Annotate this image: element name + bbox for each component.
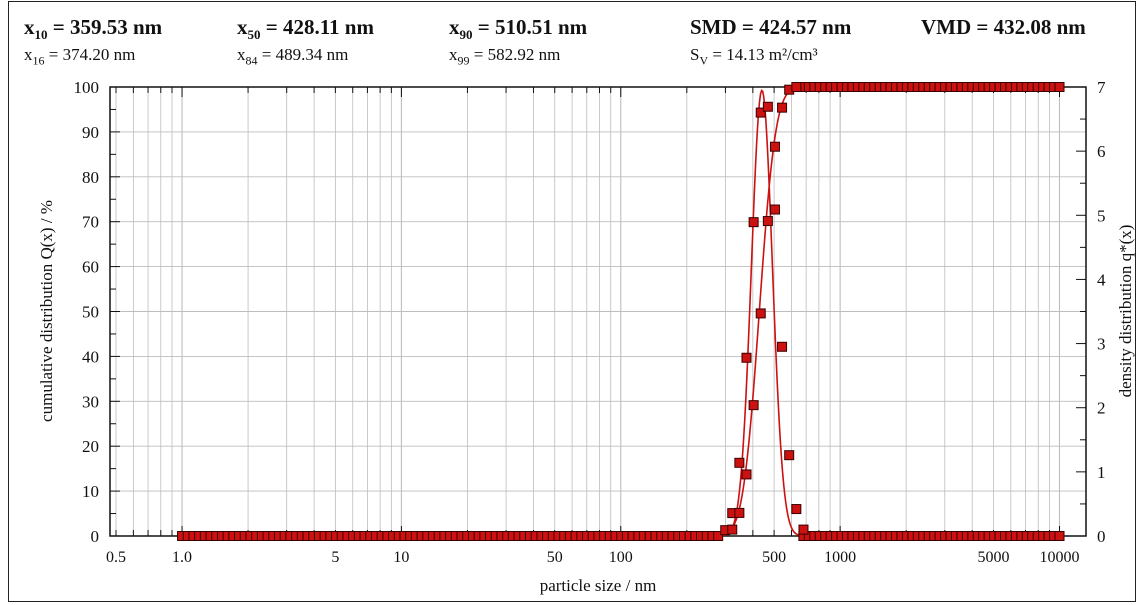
stat-x99: x99 = 582.92 nm: [449, 45, 561, 68]
density-point: [748, 400, 759, 411]
y-right-tick-label: 1: [1097, 463, 1106, 482]
stat-x10: x10 = 359.53 nm: [24, 15, 163, 43]
x-tick-label: 5: [331, 549, 339, 566]
cumulative-point: [748, 217, 759, 228]
y-right-tick-label: 2: [1097, 399, 1106, 418]
cumulative-point: [755, 107, 766, 118]
y-axis-label-right: density distribution q*(x): [1116, 225, 1135, 398]
y-right-tick-label: 5: [1097, 206, 1106, 225]
stat-x50: x50 = 428.11 nm: [237, 15, 374, 43]
y-right-tick-label: 0: [1097, 527, 1106, 546]
cumulative-point: [791, 82, 802, 92]
figure-frame: [8, 1, 1136, 602]
y-left-tick-label: 80: [82, 168, 99, 187]
x-tick-label: 1000: [824, 549, 856, 566]
stat-vmd: VMD = 432.08 nm: [921, 15, 1086, 39]
x-tick-label: 0.5: [106, 549, 126, 566]
grid-layer: [110, 87, 1086, 536]
y-right-tick-label: 6: [1097, 142, 1106, 161]
density-point: [727, 524, 738, 535]
stat-smd: SMD = 424.57 nm: [690, 15, 852, 39]
stat-x90: x90 = 510.51 nm: [449, 15, 588, 43]
density-point: [777, 341, 788, 352]
density-point: [784, 450, 795, 461]
y-left-tick-label: 100: [74, 78, 100, 97]
y-right-tick-label: 3: [1097, 335, 1106, 354]
y-right-tick-label: 7: [1097, 78, 1106, 97]
stat-x84: x84 = 489.34 nm: [237, 45, 349, 68]
density-point: [755, 308, 766, 319]
density-point: [798, 524, 809, 535]
y-left-tick-label: 70: [82, 213, 99, 232]
cumulative-plateau-marker: [1054, 82, 1065, 92]
baseline-marker: [713, 531, 724, 541]
y-left-tick-label: 20: [82, 437, 99, 456]
y-right-tick-labels: 0 1 2 3 4 5 6 7: [1097, 78, 1106, 546]
y-left-tick-label: 60: [82, 258, 99, 277]
x-tick-label: 500: [762, 549, 786, 566]
stat-x16: x16 = 374.20 nm: [24, 45, 136, 68]
x-tick-label: 5000: [977, 549, 1009, 566]
y-left-tick-label: 50: [82, 303, 99, 322]
y-left-tick-label: 10: [82, 482, 99, 501]
x-tick-label: 10: [393, 549, 409, 566]
density-point: [741, 469, 752, 480]
y-left-tick-label: 0: [91, 527, 100, 546]
y-left-tick-labels: 0 10 20 30 40 50 60 70 80 90 100: [74, 78, 100, 546]
density-point: [734, 507, 745, 518]
cumulative-point: [777, 102, 788, 113]
x-axis-label: particle size / nm: [540, 576, 657, 595]
y-left-tick-label: 40: [82, 347, 99, 366]
x-tick-label: 1.0: [172, 549, 192, 566]
y-axis-label-left: cumulative distribution Q(x) / %: [37, 200, 56, 422]
series-layer: [177, 82, 1065, 541]
density-baseline-marker: [1054, 531, 1065, 541]
density-point: [791, 504, 802, 515]
x-tick-labels: 0.5 1.0 5 10 50 100 500 1000 5000 10000: [106, 549, 1080, 566]
x-tick-label: 10000: [1040, 549, 1080, 566]
y-left-tick-label: 90: [82, 123, 99, 142]
x-tick-label: 50: [547, 549, 563, 566]
x-tick-label: 100: [609, 549, 633, 566]
cumulative-point: [762, 101, 773, 112]
cumulative-point: [734, 457, 745, 468]
density-point: [762, 216, 773, 227]
y-right-tick-label: 4: [1097, 270, 1106, 289]
cumulative-point: [741, 352, 752, 363]
density-point: [769, 204, 780, 215]
stat-sv: SV = 14.13 m²/cm³: [690, 45, 818, 68]
y-left-tick-label: 30: [82, 392, 99, 411]
cumulative-point: [769, 141, 780, 152]
